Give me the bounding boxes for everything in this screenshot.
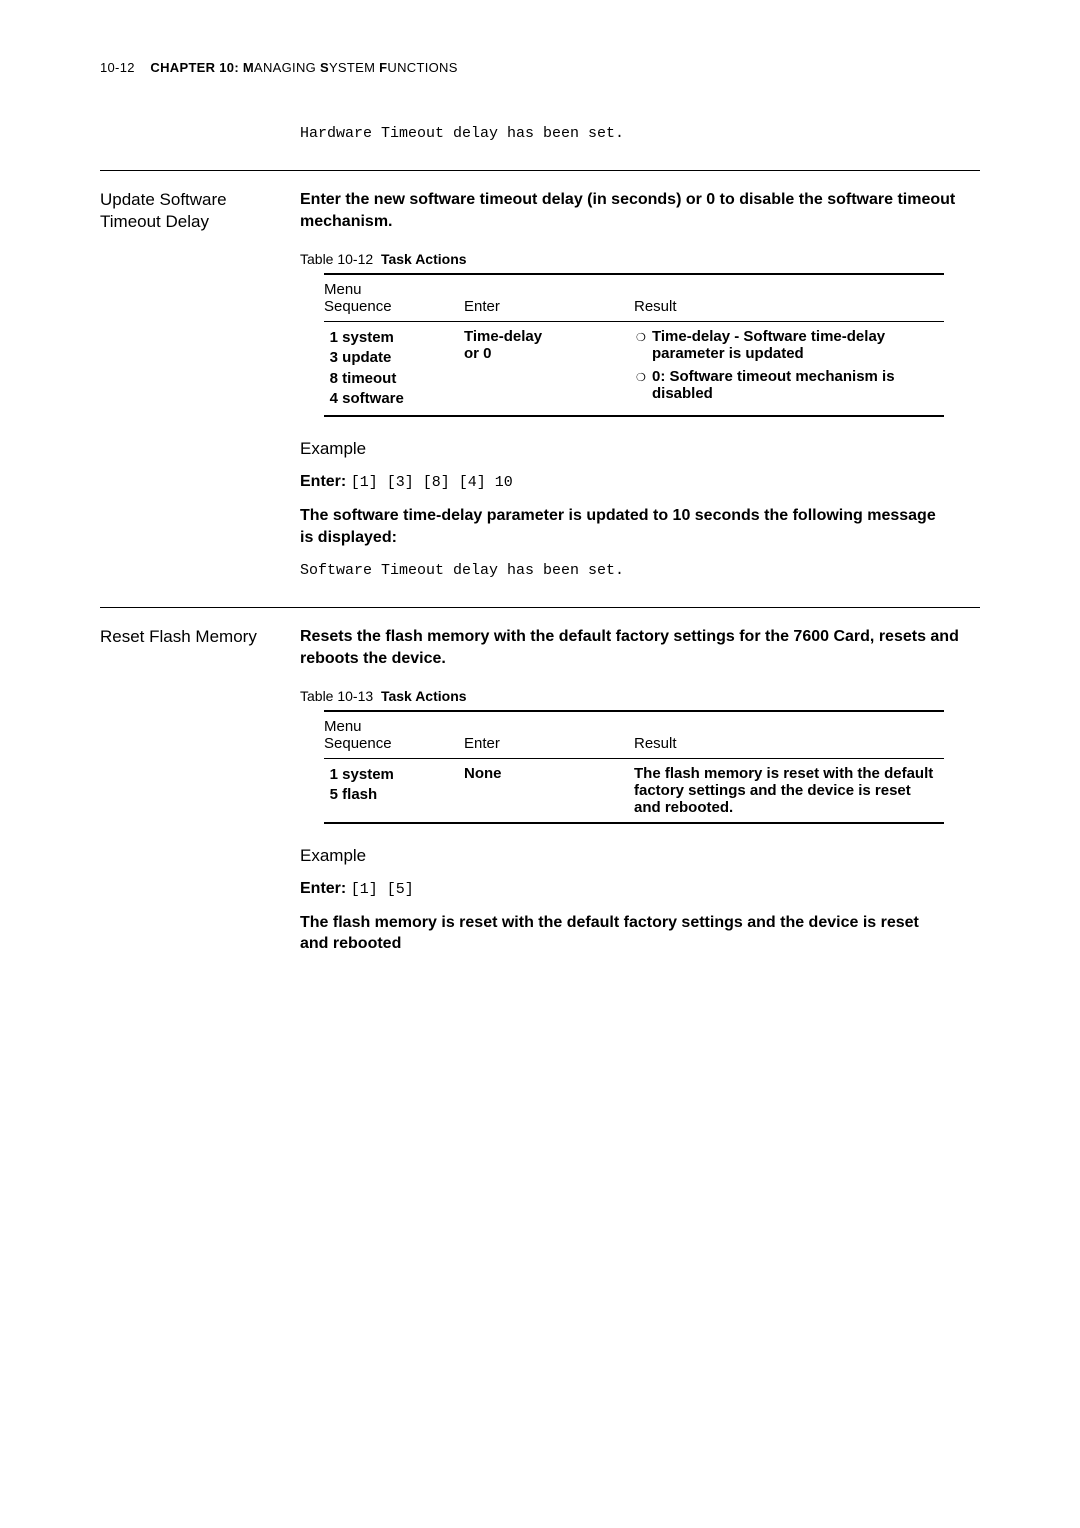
col-enter-header: Enter [464, 274, 634, 322]
menu-t: timeout [342, 370, 396, 387]
col-menu-l2: Sequence [324, 298, 392, 315]
bullet-icon: ❍ [636, 368, 652, 388]
result-text: 0: Software timeout mechanism is disable… [652, 368, 936, 402]
col-menu-header: Menu Sequence [324, 274, 464, 322]
example-heading: Example [300, 439, 980, 459]
menu-n: 3 [324, 348, 338, 368]
menu-n: 8 [324, 369, 338, 389]
task-actions-table-2: Menu Sequence Enter Result 1 system 5 fl… [324, 710, 944, 824]
section-intro: Enter the new software timeout delay (in… [300, 189, 980, 232]
enter-cell: Time-delay or 0 [464, 322, 634, 417]
page-header: 10-12 CHAPTER 10: MANAGING SYSTEM FUNCTI… [100, 60, 980, 75]
table-row: 1 system 3 update 8 timeout 4 software T… [324, 322, 944, 417]
menu-sequence-cell: 1 system 3 update 8 timeout 4 software [324, 322, 464, 417]
chapter-sc-3: UNCTIONS [387, 60, 457, 75]
enter-line: Enter: [1] [5] [300, 880, 980, 898]
page-number: 10-12 [100, 60, 135, 75]
caption-title: Task Actions [381, 688, 467, 704]
chapter-sc-2: YSTEM [329, 60, 375, 75]
result-item: ❍ Time-delay - Software time-delay param… [636, 328, 936, 362]
caption-prefix: Table 10-12 [300, 251, 373, 267]
section-title-l2: Timeout Delay [100, 212, 209, 231]
section-intro: Resets the flash memory with the default… [300, 626, 980, 669]
software-timeout-msg: Software Timeout delay has been set. [300, 562, 980, 579]
caption-prefix: Table 10-13 [300, 688, 373, 704]
example-heading: Example [300, 846, 980, 866]
divider [100, 607, 980, 608]
result-item: ❍ 0: Software timeout mechanism is disab… [636, 368, 936, 402]
menu-t: software [342, 390, 404, 407]
example-result-text: The flash memory is reset with the defau… [300, 912, 940, 955]
section-update-software-timeout: Update Software Timeout Delay Enter the … [100, 189, 980, 233]
enter-code: [1] [3] [8] [4] 10 [351, 474, 513, 491]
chapter-bold-1: CHAPTER 10: M [150, 60, 254, 75]
section-title: Reset Flash Memory [100, 626, 300, 648]
enter-l2: or 0 [464, 345, 492, 362]
divider [100, 170, 980, 171]
section-title: Update Software Timeout Delay [100, 189, 300, 233]
menu-n: 1 [324, 765, 338, 785]
col-menu-l1: Menu [324, 718, 362, 735]
result-text: Time-delay - Software time-delay paramet… [652, 328, 936, 362]
menu-t: system [342, 766, 394, 783]
menu-n: 1 [324, 328, 338, 348]
table-header-row: Menu Sequence Enter Result [324, 274, 944, 322]
bullet-icon: ❍ [636, 328, 652, 348]
col-result-header: Result [634, 711, 944, 759]
menu-n: 4 [324, 389, 338, 409]
enter-label: Enter: [300, 473, 346, 490]
table-row: 1 system 5 flash None The flash memory i… [324, 758, 944, 823]
table-caption-2: Table 10-13 Task Actions [300, 688, 980, 704]
menu-sequence-cell: 1 system 5 flash [324, 758, 464, 823]
col-enter-header: Enter [464, 711, 634, 759]
menu-t: update [342, 349, 391, 366]
chapter-sc-1: ANAGING [254, 60, 316, 75]
enter-l1: Time-delay [464, 328, 542, 345]
hardware-timeout-msg: Hardware Timeout delay has been set. [300, 125, 980, 142]
example-result-text: The software time-delay parameter is upd… [300, 505, 940, 548]
result-cell: The flash memory is reset with the defau… [634, 758, 944, 823]
menu-t: flash [342, 786, 377, 803]
result-list: ❍ Time-delay - Software time-delay param… [634, 328, 936, 402]
chapter-bold-2: S [316, 60, 329, 75]
page: 10-12 CHAPTER 10: MANAGING SYSTEM FUNCTI… [0, 0, 1080, 1015]
task-actions-table-1: Menu Sequence Enter Result 1 system 3 up… [324, 273, 944, 417]
chapter-bold-3: F [375, 60, 387, 75]
col-menu-header: Menu Sequence [324, 711, 464, 759]
table-header-row: Menu Sequence Enter Result [324, 711, 944, 759]
col-menu-l1: Menu [324, 281, 362, 298]
result-text: The flash memory is reset with the defau… [634, 765, 933, 816]
intro-text: Resets the flash memory with the default… [300, 628, 959, 667]
col-result-header: Result [634, 274, 944, 322]
section-title-l1: Update Software [100, 190, 227, 209]
enter-line: Enter: [1] [3] [8] [4] 10 [300, 473, 980, 491]
intro-text: Enter the new software timeout delay (in… [300, 191, 955, 230]
menu-t: system [342, 329, 394, 346]
menu-n: 5 [324, 785, 338, 805]
table-caption-1: Table 10-12 Task Actions [300, 251, 980, 267]
enter-label: Enter: [300, 880, 346, 897]
enter-code: [1] [5] [351, 881, 414, 898]
result-cell: ❍ Time-delay - Software time-delay param… [634, 322, 944, 417]
col-menu-l2: Sequence [324, 735, 392, 752]
section-reset-flash-memory: Reset Flash Memory Resets the flash memo… [100, 626, 980, 669]
caption-title: Task Actions [381, 251, 467, 267]
enter-cell: None [464, 758, 634, 823]
